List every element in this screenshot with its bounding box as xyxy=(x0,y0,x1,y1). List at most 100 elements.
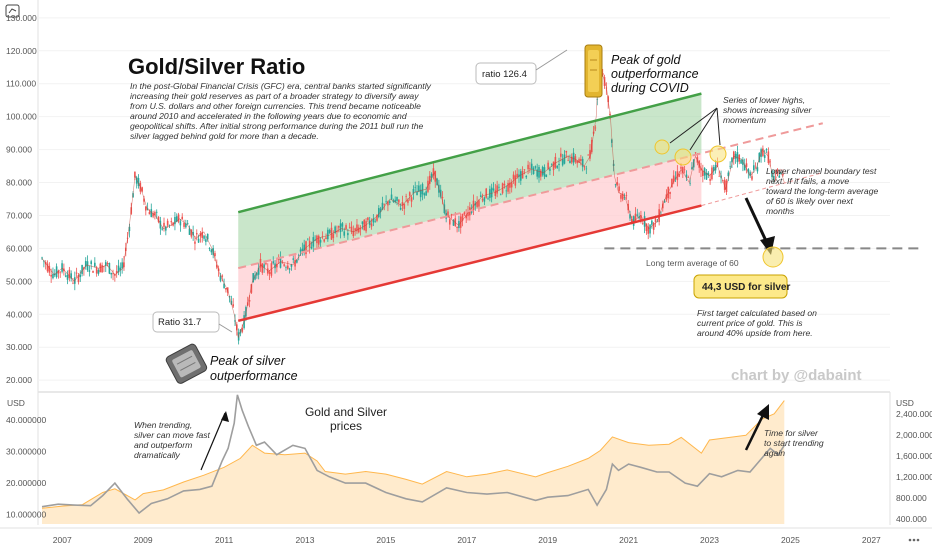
gold-bar-icon xyxy=(584,44,603,98)
ratio-candle xyxy=(691,167,693,169)
trending-arrow xyxy=(200,411,229,471)
ratio-candle xyxy=(203,235,205,239)
ratio-candle xyxy=(115,271,118,274)
ratio-candle xyxy=(343,231,346,236)
ratio-candle xyxy=(285,267,287,268)
ratio-candle xyxy=(782,173,784,176)
ratio-candle xyxy=(332,234,335,239)
ratio-candle xyxy=(463,212,466,215)
ratio-candle xyxy=(514,175,517,186)
ratio-candle xyxy=(727,172,730,177)
time-arrow xyxy=(744,404,769,451)
ratio-candle xyxy=(170,221,173,223)
ratio-candle xyxy=(665,194,668,200)
ratio-candle xyxy=(283,264,285,266)
ratio-candle xyxy=(368,220,371,225)
ratio-candle xyxy=(334,226,336,233)
trending-label-4: dramatically xyxy=(134,450,181,460)
ratio-candle xyxy=(323,239,326,242)
time-tick: 2025 xyxy=(781,535,800,545)
ratio-candle xyxy=(154,212,156,216)
ratio-candle xyxy=(248,299,251,302)
ratio-candle xyxy=(168,225,171,226)
ratio-candle xyxy=(578,159,580,163)
ratio-candle xyxy=(487,198,489,200)
ratio-candle xyxy=(454,218,457,226)
ratio-candle xyxy=(241,327,244,332)
ratio-candle xyxy=(388,201,391,203)
price-pane-title-2: prices xyxy=(330,419,362,433)
peak-gold-label-2: outperformance xyxy=(611,67,699,81)
ratio-candle xyxy=(587,154,589,156)
ratio-candle xyxy=(694,152,697,153)
ratio-candle xyxy=(317,235,320,245)
ratio-candle xyxy=(576,160,579,164)
ratio-candle xyxy=(507,182,509,192)
ratio-candle xyxy=(705,172,708,180)
ratio-candle xyxy=(439,189,442,197)
ratio-candle xyxy=(123,262,125,268)
ratio-candle xyxy=(570,156,573,163)
ratio-candle xyxy=(190,229,193,237)
channel-lines xyxy=(237,92,924,323)
ratio-candle xyxy=(90,261,92,265)
ratio-candle xyxy=(137,178,140,186)
ratio-candle xyxy=(580,159,582,161)
ratio-candle xyxy=(645,224,648,231)
ratio-candle xyxy=(166,220,169,226)
ratio-candle xyxy=(547,162,549,169)
ratio-candle xyxy=(263,264,265,268)
ratio-candle xyxy=(498,186,500,188)
ratio-candle xyxy=(374,220,376,222)
ratio-candle xyxy=(86,261,89,271)
ratio-candle xyxy=(72,282,74,284)
time-tick: 2023 xyxy=(700,535,719,545)
ratio-candle xyxy=(443,204,446,214)
ratio-candle xyxy=(634,213,637,221)
ratio-candle xyxy=(59,271,62,273)
ratio-candle xyxy=(503,183,506,186)
ratio-candle xyxy=(250,284,253,293)
left-axis-label: USD xyxy=(7,398,25,408)
ratio-candle xyxy=(232,304,234,307)
ratio-candle xyxy=(265,263,267,265)
ratio-candle xyxy=(195,233,198,235)
ratio-candle xyxy=(714,165,717,171)
lower-test-label-1: Lower channel boundary test xyxy=(766,166,877,176)
ratio-candle xyxy=(736,152,739,163)
ratio-candle xyxy=(594,127,597,129)
ratio-candle xyxy=(41,257,43,259)
settings-icon[interactable] xyxy=(5,4,20,18)
ratio-candle xyxy=(671,178,673,188)
ratio-candle xyxy=(654,218,657,222)
channel-fill xyxy=(238,93,702,321)
ratio-candle xyxy=(77,275,80,283)
ratio-candle xyxy=(381,202,384,210)
ratio-candle xyxy=(450,214,453,216)
ratio-candle xyxy=(210,249,213,253)
ratio-candle xyxy=(48,265,51,273)
ratio-candle xyxy=(214,253,216,257)
ratio-candle xyxy=(723,179,726,190)
ratio-candle xyxy=(631,219,633,223)
gold-area xyxy=(42,400,785,524)
ratio-candle xyxy=(66,275,69,280)
ratio-candle xyxy=(75,272,78,274)
ratio-candle xyxy=(718,176,721,177)
ratio-candle xyxy=(418,185,420,192)
ratio-y-tick: 120.000 xyxy=(6,46,37,56)
ratio-candle xyxy=(359,228,362,230)
ratio-candle xyxy=(512,174,515,180)
lower-test-label-4: of 60 is likely over next xyxy=(766,196,854,206)
trending-label-2: silver can move fast xyxy=(134,430,211,440)
ratio-candle xyxy=(236,324,238,331)
first-target-label-1: First target calculated based on xyxy=(697,308,817,318)
ratio-candle xyxy=(205,239,207,242)
ratio-candle xyxy=(216,264,218,268)
ratio-candle xyxy=(560,153,562,157)
ratio-candle xyxy=(421,184,424,195)
more-options-icon[interactable] xyxy=(908,538,920,542)
ratio-candle xyxy=(370,223,373,227)
ratio-candle xyxy=(365,221,367,232)
ratio-candle xyxy=(141,187,143,192)
